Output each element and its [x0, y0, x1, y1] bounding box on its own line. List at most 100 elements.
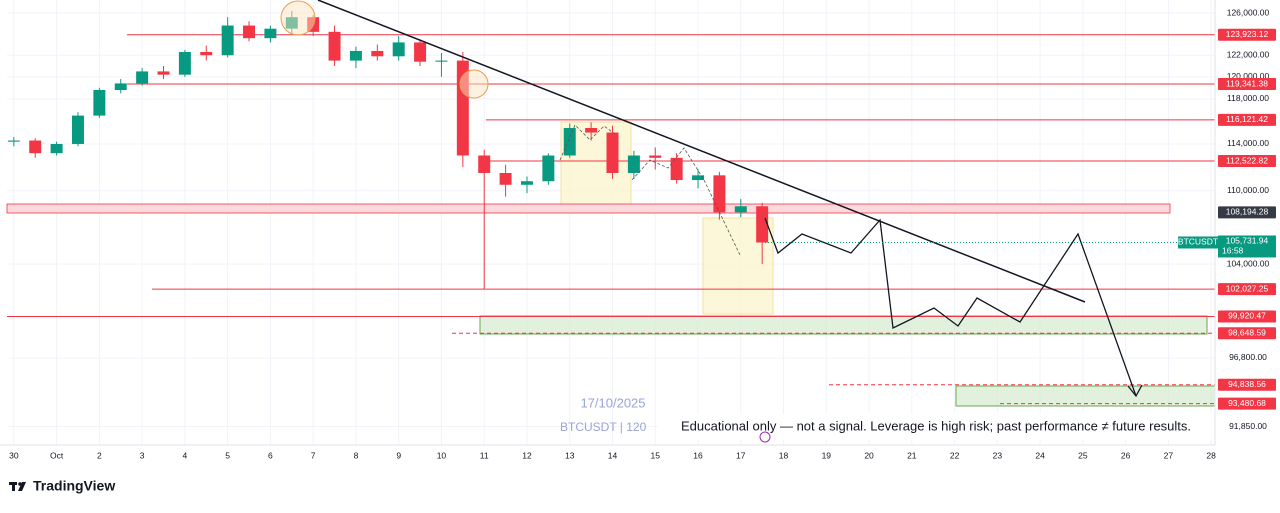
candle-body [585, 127, 598, 133]
resistance-band [6, 203, 1171, 214]
target-zone [479, 315, 1208, 335]
x-tick-label: 20 [864, 450, 874, 460]
x-tick-label: 15 [651, 450, 661, 460]
x-tick-label: 30 [9, 450, 19, 460]
price-tag [1218, 283, 1276, 296]
price-tag-label: 112,522.82 [1226, 155, 1268, 165]
candle-body [93, 90, 106, 116]
symbol-tag [1178, 236, 1218, 249]
price-tag-label: 119,341.38 [1226, 78, 1268, 88]
symbol-tag-label: BTCUSDT [1178, 237, 1218, 247]
x-tick-label: 21 [907, 450, 917, 460]
price-tag-label: 108,194.28 [1226, 207, 1269, 217]
x-tick-label: 22 [950, 450, 960, 460]
candle-body [136, 71, 149, 84]
candles [7, 10, 769, 290]
annotation: Educational only — not a signal. Leverag… [681, 418, 1191, 433]
x-tick-label: 17 [736, 450, 746, 460]
event-marker [759, 431, 771, 443]
y-tick-label: 126,000.00 [1227, 7, 1270, 17]
price-tag [1218, 327, 1276, 340]
countdown: 16:58 [1222, 246, 1244, 256]
candle-body [264, 28, 277, 39]
price-tag [1218, 378, 1276, 391]
x-tick-label: 12 [522, 450, 532, 460]
x-tick-label: 10 [437, 450, 447, 460]
candle-body [157, 71, 170, 75]
target-zone [955, 385, 1216, 407]
y-tick-label: 114,000.00 [1227, 138, 1269, 148]
brand: TradingView [33, 478, 115, 494]
candle-body [713, 175, 726, 213]
candle-body [649, 155, 662, 158]
arrow-head [1127, 384, 1143, 398]
y-tick-label: 91,850.00 [1229, 421, 1267, 431]
candle-body [243, 25, 256, 39]
candle-body [478, 155, 491, 173]
x-tick-label: 9 [396, 450, 401, 460]
price-tag [1218, 28, 1276, 41]
x-tick-label: 2 [97, 450, 102, 460]
price-tag-label: 102,027.25 [1226, 283, 1269, 293]
price-tag [1218, 113, 1276, 126]
candle-body [670, 157, 683, 181]
candle-body [29, 140, 42, 154]
candle-body [435, 60, 448, 62]
x-tick-label: 3 [140, 450, 145, 460]
candle-body [542, 155, 555, 182]
candle-body [734, 206, 747, 213]
y-tick-label: 110,000.00 [1227, 185, 1269, 195]
x-tick-label: 7 [311, 450, 316, 460]
candle-body [349, 50, 362, 61]
price-tag-label: 98,648.59 [1228, 327, 1266, 337]
pattern-line [559, 124, 616, 161]
candle-body [328, 31, 341, 61]
pattern-line [631, 147, 741, 256]
annotation-box [658, 414, 1214, 440]
candle-body [692, 175, 705, 181]
x-tick-label: 13 [565, 450, 575, 460]
highlight-circle [280, 0, 316, 36]
x-tick-label: 18 [779, 450, 789, 460]
grid [7, 0, 1215, 445]
candle-body [178, 52, 191, 75]
logo: TradingView [9, 478, 115, 494]
price-tag [1218, 310, 1276, 323]
y-tick-label: 118,000.00 [1227, 93, 1269, 103]
watermark-date: 17/10/2025 [580, 395, 645, 410]
candle-body [114, 83, 127, 91]
x-tick-label: 8 [354, 450, 359, 460]
y-tick-label: 96,800.00 [1229, 352, 1267, 362]
last-price-label: 105,731.94 [1226, 236, 1269, 246]
logo-mark [18, 482, 26, 491]
candle-body [606, 132, 619, 173]
candle-body [499, 172, 512, 185]
candle-body [71, 115, 84, 144]
x-tick-label: 14 [608, 450, 618, 460]
candle-body [221, 25, 234, 56]
candle-body [392, 42, 405, 57]
x-tick-label: 27 [1164, 450, 1174, 460]
price-tag-label: 116,121.42 [1226, 114, 1268, 124]
x-tick-label: 28 [1206, 450, 1216, 460]
y-tick-label: 104,000.00 [1227, 258, 1270, 268]
price-tag-label: 123,923.12 [1226, 29, 1269, 39]
axes: 126,000.00 122,000.00 120,000.00 118,000.00… [9, 7, 1276, 460]
logo-mark [12, 482, 15, 491]
x-tick-label: 6 [268, 450, 273, 460]
candle-body [627, 155, 640, 173]
x-tick-label: 26 [1121, 450, 1131, 460]
x-tick-label: 16 [693, 450, 703, 460]
x-tick-label: 25 [1078, 450, 1088, 460]
candle-body [371, 50, 384, 57]
x-tick-label: 19 [822, 450, 832, 460]
candle-body [456, 60, 469, 156]
price-tag [1218, 155, 1276, 168]
trend-line [317, 0, 1086, 303]
candle-body [563, 127, 576, 156]
x-tick-label: 4 [183, 450, 188, 460]
price-tag-label: 94,838.56 [1228, 379, 1266, 389]
x-tick-label: 23 [993, 450, 1003, 460]
highlight-circle [459, 69, 489, 99]
